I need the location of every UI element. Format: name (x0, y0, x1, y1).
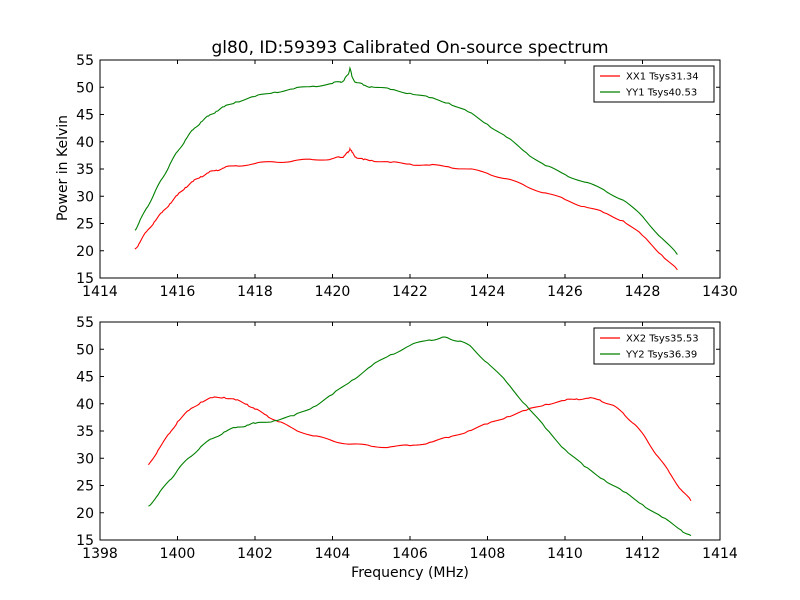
figure-title: gl80, ID:59393 Calibrated On-source spec… (211, 38, 608, 58)
y-tick-label: 25 (76, 217, 94, 233)
x-tick-label: 1426 (547, 284, 583, 300)
y-tick-label: 20 (76, 244, 94, 260)
y-tick-label: 40 (76, 397, 94, 413)
x-tick-label: 1414 (702, 546, 738, 562)
x-tick-label: 1422 (392, 284, 428, 300)
y-axis-title: Power in Kelvin (55, 115, 71, 221)
y-tick-label: 30 (76, 189, 94, 205)
x-tick-label: 1410 (547, 546, 583, 562)
x-tick-label: 1406 (392, 546, 428, 562)
y-tick-label: 55 (76, 315, 94, 331)
y-tick-label: 40 (76, 135, 94, 151)
x-tick-label: 1414 (82, 284, 118, 300)
x-tick-label: 1404 (315, 546, 351, 562)
y-tick-label: 35 (76, 424, 94, 440)
series-line-xx (147, 396, 692, 502)
y-tick-label: 15 (76, 533, 94, 549)
x-tick-label: 1412 (625, 546, 661, 562)
x-tick-label: 1420 (315, 284, 351, 300)
legend-box (593, 65, 715, 103)
y-tick-label: 55 (76, 53, 94, 69)
y-tick-label: 20 (76, 506, 94, 522)
legend-label: YY1 Tsys40.53 (625, 88, 697, 99)
x-tick-label: 1424 (470, 284, 506, 300)
legend: XX2 Tsys35.53 YY2 Tsys36.39 (593, 327, 715, 365)
y-tick-label: 15 (76, 271, 94, 287)
y-tick-label: 50 (76, 80, 94, 96)
legend: XX1 Tsys31.34 YY1 Tsys40.53 (593, 65, 715, 103)
y-tick-label: 45 (76, 370, 94, 386)
lower-panel: 1398 1400 1402 1404 1406 1408 1410 1412 1414 15 20… (76, 315, 738, 562)
y-tick-label: 35 (76, 162, 94, 178)
y-tick-label: 45 (76, 108, 94, 124)
legend-label: YY2 Tsys36.39 (625, 350, 697, 361)
x-tick-label: 1416 (160, 284, 196, 300)
x-tick-label: 1430 (702, 284, 738, 300)
x-tick-label: 1400 (160, 546, 196, 562)
y-tick-label: 25 (76, 479, 94, 495)
upper-panel: 1414 1416 1418 1420 1422 1424 1426 1428 1430 15 20… (76, 53, 738, 300)
x-tick-label: 1428 (625, 284, 661, 300)
series-line-yy (148, 336, 692, 537)
series-line-xx (134, 146, 678, 271)
x-tick-label: 1418 (237, 284, 273, 300)
x-axis-title: Frequency (MHz) (351, 565, 469, 581)
y-tick-label: 30 (76, 451, 94, 467)
legend-label: XX1 Tsys31.34 (626, 72, 699, 83)
y-tick-label: 50 (76, 342, 94, 358)
legend-box (593, 327, 715, 365)
x-tick-label: 1408 (470, 546, 506, 562)
legend-label: XX2 Tsys35.53 (626, 334, 699, 345)
series-line-yy (134, 66, 678, 255)
x-tick-label: 1402 (237, 546, 273, 562)
x-tick-label: 1398 (82, 546, 118, 562)
